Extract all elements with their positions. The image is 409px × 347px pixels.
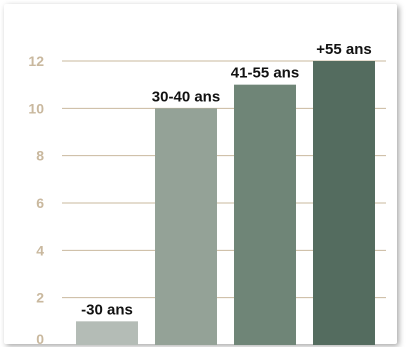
- y-tick-label: 12: [28, 53, 44, 69]
- bar: [155, 108, 217, 345]
- y-tick-label: 4: [36, 242, 44, 258]
- y-tick-label: 10: [28, 100, 44, 116]
- bar-category-label: -30 ans: [81, 301, 133, 318]
- y-tick-label: 6: [36, 195, 44, 211]
- bar: [76, 321, 138, 345]
- bar: [313, 61, 375, 345]
- bar-category-label: 41-55 ans: [231, 65, 299, 82]
- bar: [234, 84, 296, 346]
- y-tick-label: 0: [36, 331, 44, 347]
- y-tick-label: 2: [36, 290, 44, 306]
- bar-category-label: +55 ans: [316, 41, 371, 58]
- bar-category-label: 30-40 ans: [152, 88, 220, 105]
- y-tick-label: 8: [36, 148, 44, 164]
